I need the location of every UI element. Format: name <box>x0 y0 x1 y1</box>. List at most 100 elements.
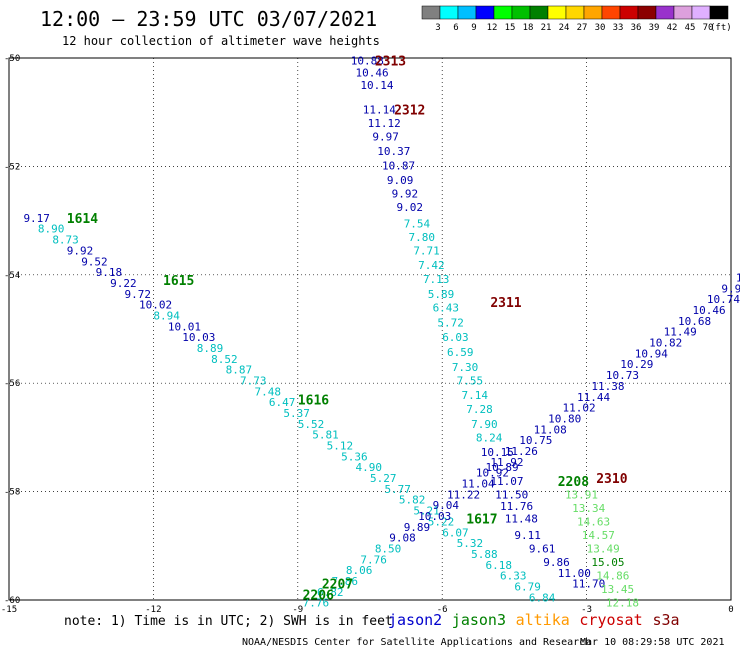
wave-height-value: 9.92 <box>392 188 419 201</box>
wave-height-value: 11.48 <box>505 513 538 526</box>
colorbar-label: 24 <box>559 23 570 33</box>
pass-label: 2311 <box>490 296 521 311</box>
x-tick-label: -15 <box>1 605 17 615</box>
wave-height-value: 6.59 <box>447 346 474 359</box>
colorbar-swatch <box>421 5 441 20</box>
wave-height-value: 9.92 <box>67 244 94 257</box>
wave-height-value: 5.22 <box>428 515 455 528</box>
wave-height-value: 13.91 <box>565 488 598 501</box>
colorbar-label: 9 <box>471 23 476 33</box>
mission-cryosat: cryosat <box>579 611 642 629</box>
wave-height-value: 11.04 <box>461 477 494 490</box>
wave-height-value: 11.76 <box>500 500 533 513</box>
mission-legend: jason2 jason3 altika cryosat s3a <box>388 611 680 629</box>
wave-height-value: 10.80 <box>548 412 581 425</box>
colorbar-label: 27 <box>577 23 588 33</box>
wave-height-value: 6.82 <box>317 586 344 599</box>
wave-height-value: 10.01 <box>168 320 201 333</box>
wave-height-value: 7.90 <box>471 418 498 431</box>
x-tick-label: -6 <box>437 605 448 615</box>
wave-height-value: 10.03 <box>182 331 215 344</box>
wave-height-value: 11.70 <box>572 578 605 591</box>
pass-label: 2207 <box>322 578 353 593</box>
colorbar-swatch <box>511 5 531 20</box>
wave-height-value: 8.06 <box>346 564 373 577</box>
y-tick-label: -58 <box>4 488 20 498</box>
wave-height-value: 10.82 <box>649 337 682 350</box>
wave-height-value: 6.33 <box>500 570 526 583</box>
wave-height-value: 9.91 <box>721 282 740 295</box>
pass-label: 2310 <box>596 472 627 487</box>
wave-height-value: 11.12 <box>368 117 401 130</box>
wave-height-value: 7.73 <box>240 374 266 387</box>
colorbar-label: 36 <box>631 23 642 33</box>
wave-height-value: 7.42 <box>418 259 445 272</box>
pass-labels: 2313 2312 1614 1615 2311 1616 2310 2208 1617 2207… <box>67 55 628 604</box>
wave-height-value: 5.37 <box>283 407 310 420</box>
wave-height-value: 5.36 <box>341 450 368 463</box>
x-tick-label: -9 <box>292 605 303 615</box>
wave-height-value: 10.03 <box>418 510 451 523</box>
colorbar-label: 12 <box>487 23 498 33</box>
colorbar-swatch <box>619 5 639 20</box>
wave-height-value: 6.43 <box>433 301 460 314</box>
mission-jason3: jason3 <box>452 611 506 629</box>
wave-height-value: 5.32 <box>457 537 484 550</box>
wave-height-value: 9.97 <box>372 131 399 144</box>
wave-height-value: 10.89 <box>486 461 519 474</box>
pass-label: 2208 <box>558 475 589 490</box>
wave-height-value: 7.13 <box>423 273 450 286</box>
x-tick-label: -12 <box>145 605 161 615</box>
wave-height-value: 10.29 <box>620 358 653 371</box>
wave-height-value: 9.17 <box>23 212 50 225</box>
map-frame <box>8 57 732 601</box>
pass-label: 1614 <box>67 212 98 227</box>
wave-height-value: 5.82 <box>399 494 426 507</box>
wave-height-value: 6.79 <box>514 580 541 593</box>
wave-height-value: 5.52 <box>298 418 325 431</box>
wave-height-value: 14.63 <box>577 515 610 528</box>
page-title: 12:00 – 23:59 UTC 03/07/2021 <box>40 7 377 31</box>
x-tick-label: -3 <box>581 605 592 615</box>
colorbar-unit: (ft) <box>710 23 732 33</box>
wave-height-value: 10.88 <box>351 55 384 68</box>
colorbar-label: 21 <box>541 23 552 33</box>
y-tick-label: -54 <box>4 271 20 281</box>
wave-height-value: 9.52 <box>81 255 108 268</box>
pass-label: 2313 <box>375 55 406 70</box>
colorbar-swatch <box>457 5 477 20</box>
wave-height-value: 5.77 <box>384 483 411 496</box>
colorbar-swatch <box>565 5 585 20</box>
wave-height-value: 8.73 <box>52 234 79 247</box>
pass-label: 1615 <box>163 274 194 289</box>
wave-height-value: 11.44 <box>577 391 610 404</box>
mission-jason2: jason2 <box>388 611 442 629</box>
colorbar-label: 18 <box>523 23 534 33</box>
wave-height-value: 8.94 <box>153 309 180 322</box>
colorbar-label: 3 <box>435 23 440 33</box>
y-tick-label: -60 <box>4 596 20 606</box>
wave-height-value: 11.26 <box>505 445 538 458</box>
wave-height-value: 10.94 <box>635 347 668 360</box>
wave-height-value: 10.46 <box>356 67 389 80</box>
wave-height-value: 10.74 <box>707 293 740 306</box>
wave-height-value: 4.90 <box>356 461 383 474</box>
wave-height-value: 15.05 <box>591 556 624 569</box>
wave-height-value: 10.68 <box>678 315 711 328</box>
y-tick-label: -50 <box>4 54 20 64</box>
colorbar-swatch <box>709 5 729 20</box>
colorbar-swatch <box>601 5 621 20</box>
pass-label: 2206 <box>303 589 334 604</box>
wave-height-value: 9.09 <box>387 174 414 187</box>
credit-line: NOAA/NESDIS Center for Satellite Applica… <box>242 637 591 648</box>
wave-height-value: 5.21 <box>413 505 440 518</box>
wave-height-value: 11.14 <box>363 103 396 116</box>
colorbar-swatch <box>547 5 567 20</box>
wave-height-value: 9.89 <box>404 521 431 534</box>
wave-height-value: 7.54 <box>404 217 431 230</box>
wave-height-value: 5.88 <box>471 548 498 561</box>
colorbar-swatch <box>691 5 711 20</box>
wave-height-value: 11.50 <box>495 488 528 501</box>
colorbar-swatch <box>637 5 657 20</box>
